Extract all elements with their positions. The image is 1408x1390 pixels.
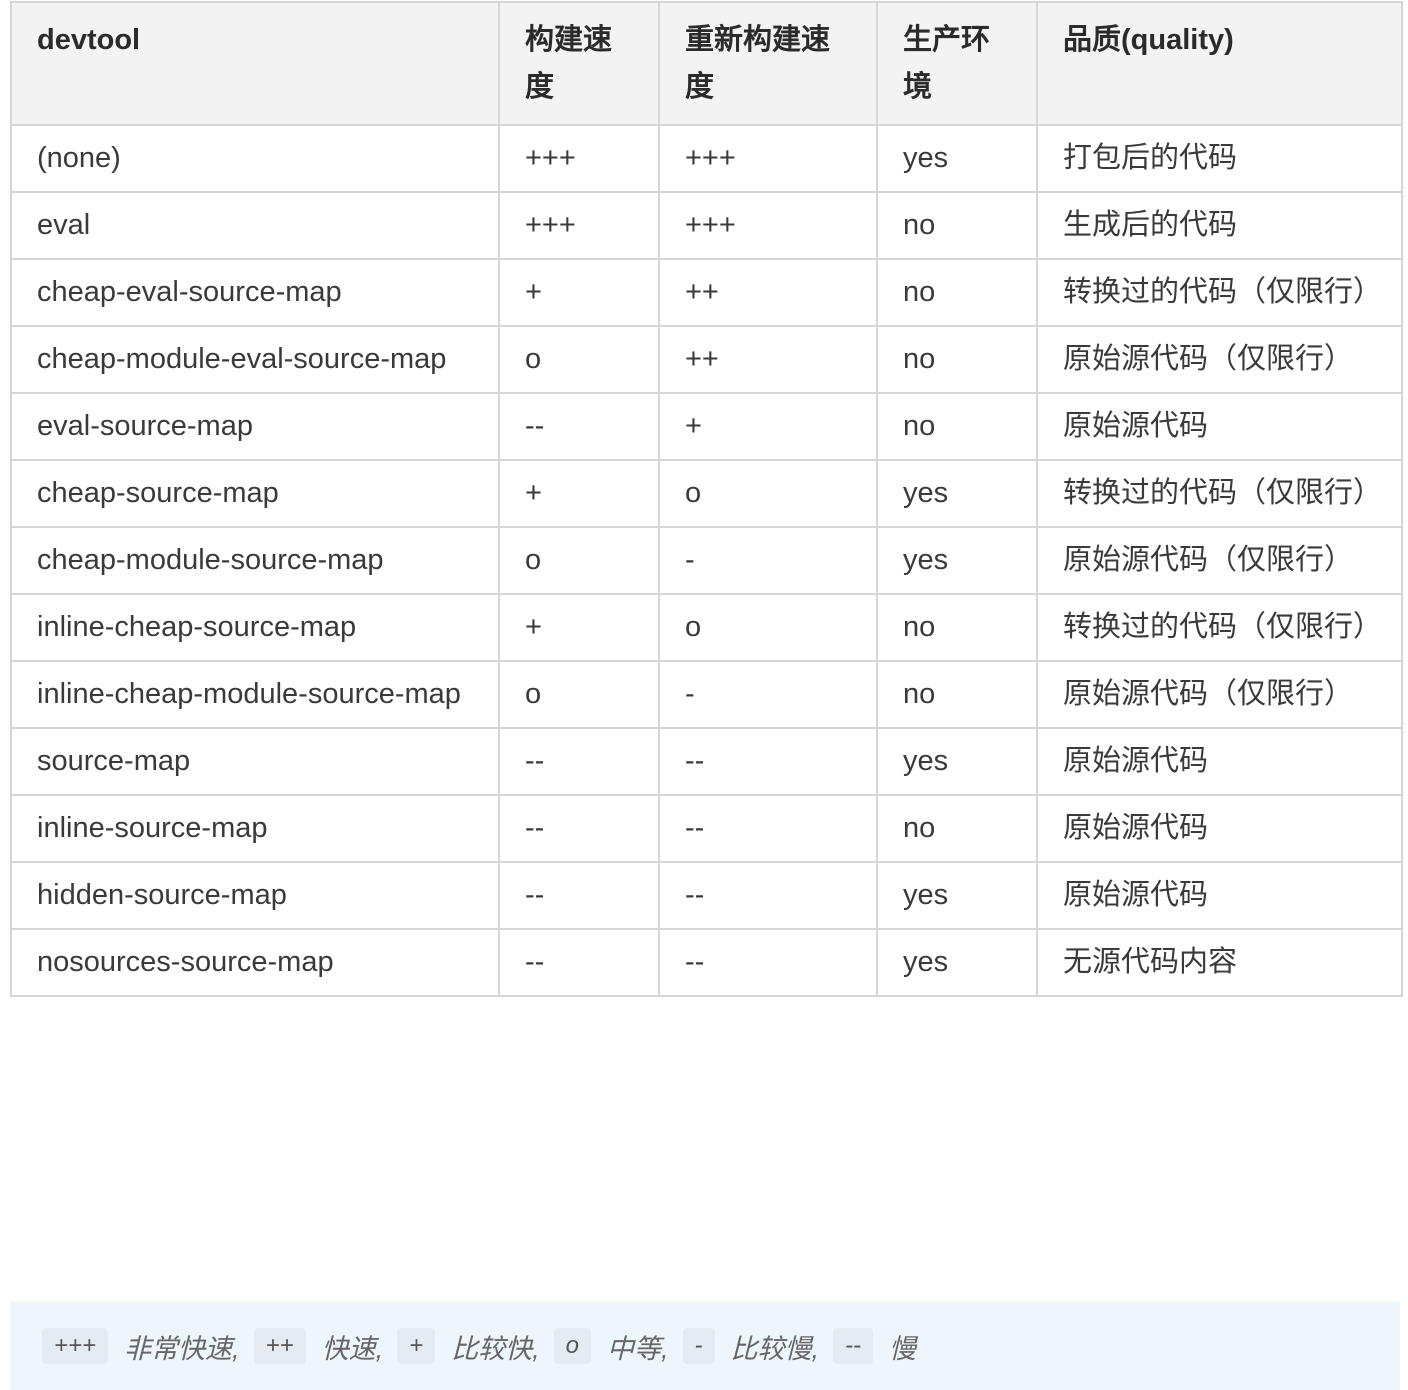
table-cell: no (876, 392, 1038, 461)
column-header: 生产环境 (876, 1, 1038, 126)
table-cell: eval-source-map (10, 392, 500, 461)
table-cell: -- (498, 861, 660, 930)
table-cell: 转换过的代码（仅限行） (1036, 593, 1403, 662)
table-cell: o (498, 325, 660, 394)
table-row: cheap-module-source-map o - yes 原始源代码（仅限行） (10, 526, 1403, 595)
legend-label: 非常快速, (124, 1333, 240, 1364)
table-row: cheap-module-eval-source-map o ++ no 原始源代码（仅… (10, 325, 1403, 394)
table-cell: cheap-source-map (10, 459, 500, 528)
column-header: 品质(quality) (1036, 1, 1403, 126)
table-cell: ++ (658, 258, 878, 327)
table-cell: 打包后的代码 (1036, 124, 1403, 193)
table-cell: cheap-module-source-map (10, 526, 500, 595)
legend-code: +++ (42, 1328, 109, 1364)
table-cell: 转换过的代码（仅限行） (1036, 459, 1403, 528)
legend-code: o (553, 1328, 591, 1364)
table-cell: ++ (658, 325, 878, 394)
table-cell: yes (876, 124, 1038, 193)
table-cell: -- (498, 928, 660, 997)
table-cell: + (658, 392, 878, 461)
table-cell: yes (876, 861, 1038, 930)
legend-code: + (397, 1328, 436, 1364)
legend-code: -- (833, 1328, 874, 1364)
table-cell: eval (10, 191, 500, 260)
table-cell: +++ (658, 191, 878, 260)
table-cell: o (498, 526, 660, 595)
table-cell: no (876, 325, 1038, 394)
table-cell: -- (498, 727, 660, 796)
legend-label: 快速, (321, 1333, 384, 1364)
column-header: 重新构建速度 (658, 1, 878, 126)
table-cell: -- (658, 861, 878, 930)
table-cell: 原始源代码 (1036, 861, 1403, 930)
table-cell: yes (876, 727, 1038, 796)
table-cell: o (498, 660, 660, 729)
devtool-comparison-table: devtool 构建速度 重新构建速度 生产环境 品质(quality) (none) +… (10, 1, 1403, 997)
legend-label: 比较快, (451, 1333, 540, 1364)
column-header: devtool (10, 1, 500, 126)
table-cell: hidden-source-map (10, 861, 500, 930)
table-cell: yes (876, 928, 1038, 997)
table-cell: -- (498, 794, 660, 863)
legend-label: 比较慢, (730, 1333, 820, 1364)
table-cell: - (658, 526, 878, 595)
table-cell: 原始源代码 (1036, 727, 1403, 796)
table-cell: +++ (498, 191, 660, 260)
table-cell: + (498, 459, 660, 528)
header-row: devtool 构建速度 重新构建速度 生产环境 品质(quality) (10, 1, 1403, 126)
legend-code: - (682, 1328, 715, 1364)
table-row: eval-source-map -- + no 原始源代码 (10, 392, 1403, 461)
table-cell: 转换过的代码（仅限行） (1036, 258, 1403, 327)
table-row: hidden-source-map -- -- yes 原始源代码 (10, 861, 1403, 930)
table-row: nosources-source-map -- -- yes 无源代码内容 (10, 928, 1403, 997)
table-row: inline-cheap-source-map + o no 转换过的代码（仅限行） (10, 593, 1403, 662)
table-cell: inline-cheap-module-source-map (10, 660, 500, 729)
table-cell: no (876, 660, 1038, 729)
table-cell: 原始源代码（仅限行） (1036, 325, 1403, 394)
table-cell: nosources-source-map (10, 928, 500, 997)
table-cell: 无源代码内容 (1036, 928, 1403, 997)
legend-note: +++ 非常快速, ++ 快速, + 比较快, o 中等, - 比较慢, -- 慢 (10, 1302, 1400, 1390)
table-cell: 原始源代码（仅限行） (1036, 526, 1403, 595)
table-cell: +++ (658, 124, 878, 193)
table-cell: source-map (10, 727, 500, 796)
table-cell: o (658, 593, 878, 662)
table-cell: yes (876, 526, 1038, 595)
table-cell: no (876, 593, 1038, 662)
table-row: inline-cheap-module-source-map o - no 原始源代码（… (10, 660, 1403, 729)
table-cell: - (658, 660, 878, 729)
table-cell: + (498, 593, 660, 662)
table-cell: no (876, 258, 1038, 327)
table-cell: cheap-eval-source-map (10, 258, 500, 327)
table-row: cheap-source-map + o yes 转换过的代码（仅限行） (10, 459, 1403, 528)
table-cell: -- (658, 928, 878, 997)
table-cell: 原始源代码 (1036, 392, 1403, 461)
table-cell: 原始源代码 (1036, 794, 1403, 863)
table-cell: + (498, 258, 660, 327)
table-cell: inline-source-map (10, 794, 500, 863)
table-cell: no (876, 191, 1038, 260)
column-header: 构建速度 (498, 1, 660, 126)
table-cell: -- (658, 794, 878, 863)
legend-label: 慢 (889, 1333, 917, 1364)
table-cell: -- (658, 727, 878, 796)
legend-label: 中等, (607, 1333, 669, 1364)
table-cell: 原始源代码（仅限行） (1036, 660, 1403, 729)
table-cell: 生成后的代码 (1036, 191, 1403, 260)
table-cell: +++ (498, 124, 660, 193)
table-cell: inline-cheap-source-map (10, 593, 500, 662)
table-cell: -- (498, 392, 660, 461)
table-row: source-map -- -- yes 原始源代码 (10, 727, 1403, 796)
legend-code: ++ (253, 1328, 306, 1364)
table-cell: cheap-module-eval-source-map (10, 325, 500, 394)
table-row: cheap-eval-source-map + ++ no 转换过的代码（仅限行） (10, 258, 1403, 327)
table-cell: (none) (10, 124, 500, 193)
table-cell: o (658, 459, 878, 528)
table-row: eval +++ +++ no 生成后的代码 (10, 191, 1403, 260)
table-row: inline-source-map -- -- no 原始源代码 (10, 794, 1403, 863)
table-cell: no (876, 794, 1038, 863)
table-row: (none) +++ +++ yes 打包后的代码 (10, 124, 1403, 193)
table-cell: yes (876, 459, 1038, 528)
